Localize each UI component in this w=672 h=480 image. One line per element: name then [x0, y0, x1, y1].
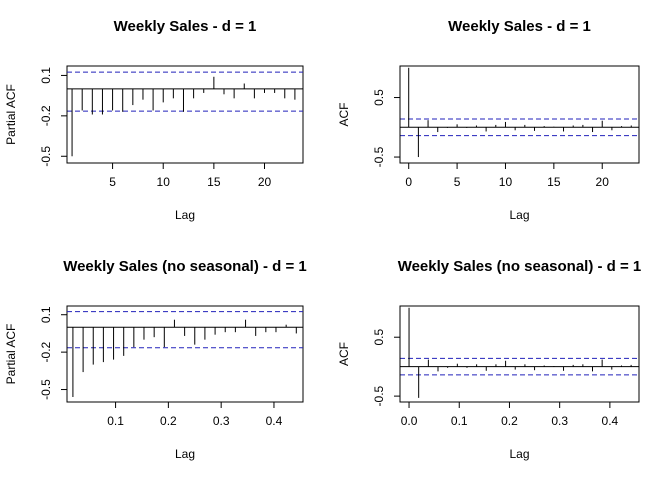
y-axis-label: ACF — [337, 342, 351, 366]
chart-panel-3: Weekly Sales (no seasonal) - d = 1 0.1 0.2… — [4, 258, 307, 461]
y-tick-label: -0.5 — [39, 146, 53, 167]
chart-panels: Weekly Sales - d = 1 5 10 15 20 Lag 0.1 -0.2 -0.… — [4, 18, 641, 461]
x-axis-label: Lag — [509, 208, 529, 222]
x-axis-label: Lag — [509, 447, 529, 461]
x-axis-label: Lag — [175, 208, 195, 222]
x-tick-label: 0.2 — [160, 414, 177, 428]
y-axis-label: Partial ACF — [4, 84, 18, 145]
x-tick-label: 0.2 — [501, 414, 518, 428]
x-tick-label: 0.3 — [213, 414, 230, 428]
chart-panel-4: Weekly Sales (no seasonal) - d = 1 0.0 0.1… — [337, 258, 641, 461]
x-axis-label: Lag — [175, 447, 195, 461]
y-tick-label: -0.2 — [39, 105, 53, 126]
chart-title: Weekly Sales - d = 1 — [448, 18, 591, 35]
chart-title: Weekly Sales (no seasonal) - d = 1 — [398, 258, 642, 275]
x-tick-label: 20 — [596, 175, 610, 189]
x-tick-label: 0 — [405, 175, 412, 189]
x-tick-label: 0.0 — [401, 414, 418, 428]
y-tick-label: -0.2 — [39, 341, 53, 362]
chart-panel-2: Weekly Sales - d = 1 0 5 10 15 20 Lag 0.5 -0.5 AC… — [337, 18, 640, 222]
chart-title: Weekly Sales (no seasonal) - d = 1 — [63, 258, 307, 275]
x-tick-label: 15 — [547, 175, 561, 189]
x-tick-label: 10 — [157, 175, 171, 189]
chart-panel-1: Weekly Sales - d = 1 5 10 15 20 Lag 0.1 -0.2 -0.… — [4, 18, 304, 222]
y-axis-label: Partial ACF — [4, 324, 18, 385]
x-tick-label: 0.4 — [266, 414, 283, 428]
x-tick-label: 0.1 — [451, 414, 468, 428]
x-tick-label: 15 — [207, 175, 221, 189]
x-tick-label: 5 — [454, 175, 461, 189]
y-tick-label: -0.5 — [39, 379, 53, 400]
x-tick-label: 0.1 — [107, 414, 124, 428]
y-tick-label: -0.5 — [372, 385, 386, 406]
y-axis-label: ACF — [337, 103, 351, 127]
chart-title: Weekly Sales - d = 1 — [114, 18, 257, 35]
y-tick-label: 0.1 — [39, 306, 53, 323]
y-tick-label: 0.1 — [39, 67, 53, 84]
y-tick-label: 0.5 — [372, 89, 386, 106]
y-tick-label: -0.5 — [372, 146, 386, 167]
y-tick-label: 0.5 — [372, 329, 386, 346]
x-tick-label: 20 — [258, 175, 272, 189]
x-tick-label: 0.3 — [551, 414, 568, 428]
x-tick-label: 0.4 — [602, 414, 619, 428]
x-tick-label: 5 — [109, 175, 116, 189]
x-tick-label: 10 — [499, 175, 513, 189]
